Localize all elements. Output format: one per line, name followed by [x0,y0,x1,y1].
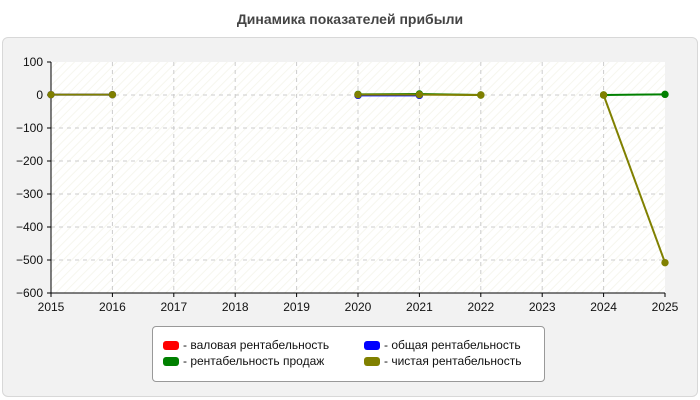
chart-title: Динамика показателей прибыли [236,11,464,27]
series-point [415,90,424,99]
x-tick-label: 2018 [222,300,249,314]
x-tick-label: 2023 [529,300,556,314]
legend-item-net-margin: - чистая рентабельность [364,353,521,369]
y-tick-label: −400 [16,220,43,234]
y-tick-label: −200 [16,154,43,168]
legend-item-total-margin: - общая рентабельность [364,337,521,353]
legend-label-sales-margin: - рентабельность продаж [183,354,325,368]
legend-label-net-margin: - чистая рентабельность [384,354,522,368]
x-tick-label: 2015 [38,300,65,314]
series-point [354,90,362,99]
legend-swatch-total-margin [364,340,380,350]
legend-item-sales-margin: - рентабельность продаж [163,353,324,369]
y-tick-label: −100 [16,121,43,135]
legend-label-total-margin: - общая рентабельность [384,338,521,352]
series-point [477,91,485,99]
legend-swatch-net-margin [364,356,380,366]
y-tick-label: −300 [16,187,43,201]
series-point [108,90,117,99]
legend-item-gross-margin: - валовая рентабельность [163,337,329,353]
x-tick-label: 2017 [160,300,187,314]
legend-label-gross-margin: - валовая рентабельность [183,338,330,352]
x-tick-label: 2024 [590,300,617,314]
series-line-segment [603,93,666,96]
legend-swatch-gross-margin [163,340,179,350]
x-tick-label: 2021 [406,300,433,314]
x-tick-label: 2022 [467,300,494,314]
x-tick-label: 2025 [652,300,679,314]
series-point [47,90,55,99]
series-line-segment [602,94,666,263]
series-point [661,258,669,267]
y-tick-label: −600 [16,286,43,300]
series-point [661,90,669,99]
x-tick-label: 2020 [345,300,372,314]
x-tick-label: 2016 [99,300,126,314]
y-tick-label: −500 [16,253,43,267]
chart-legend: - валовая рентабельность - общая рентабе… [152,326,545,382]
x-tick-label: 2019 [283,300,310,314]
legend-swatch-sales-margin [163,356,179,366]
series-point [599,91,608,99]
y-tick-label: 0 [36,88,43,102]
y-tick-label: 100 [23,55,43,69]
